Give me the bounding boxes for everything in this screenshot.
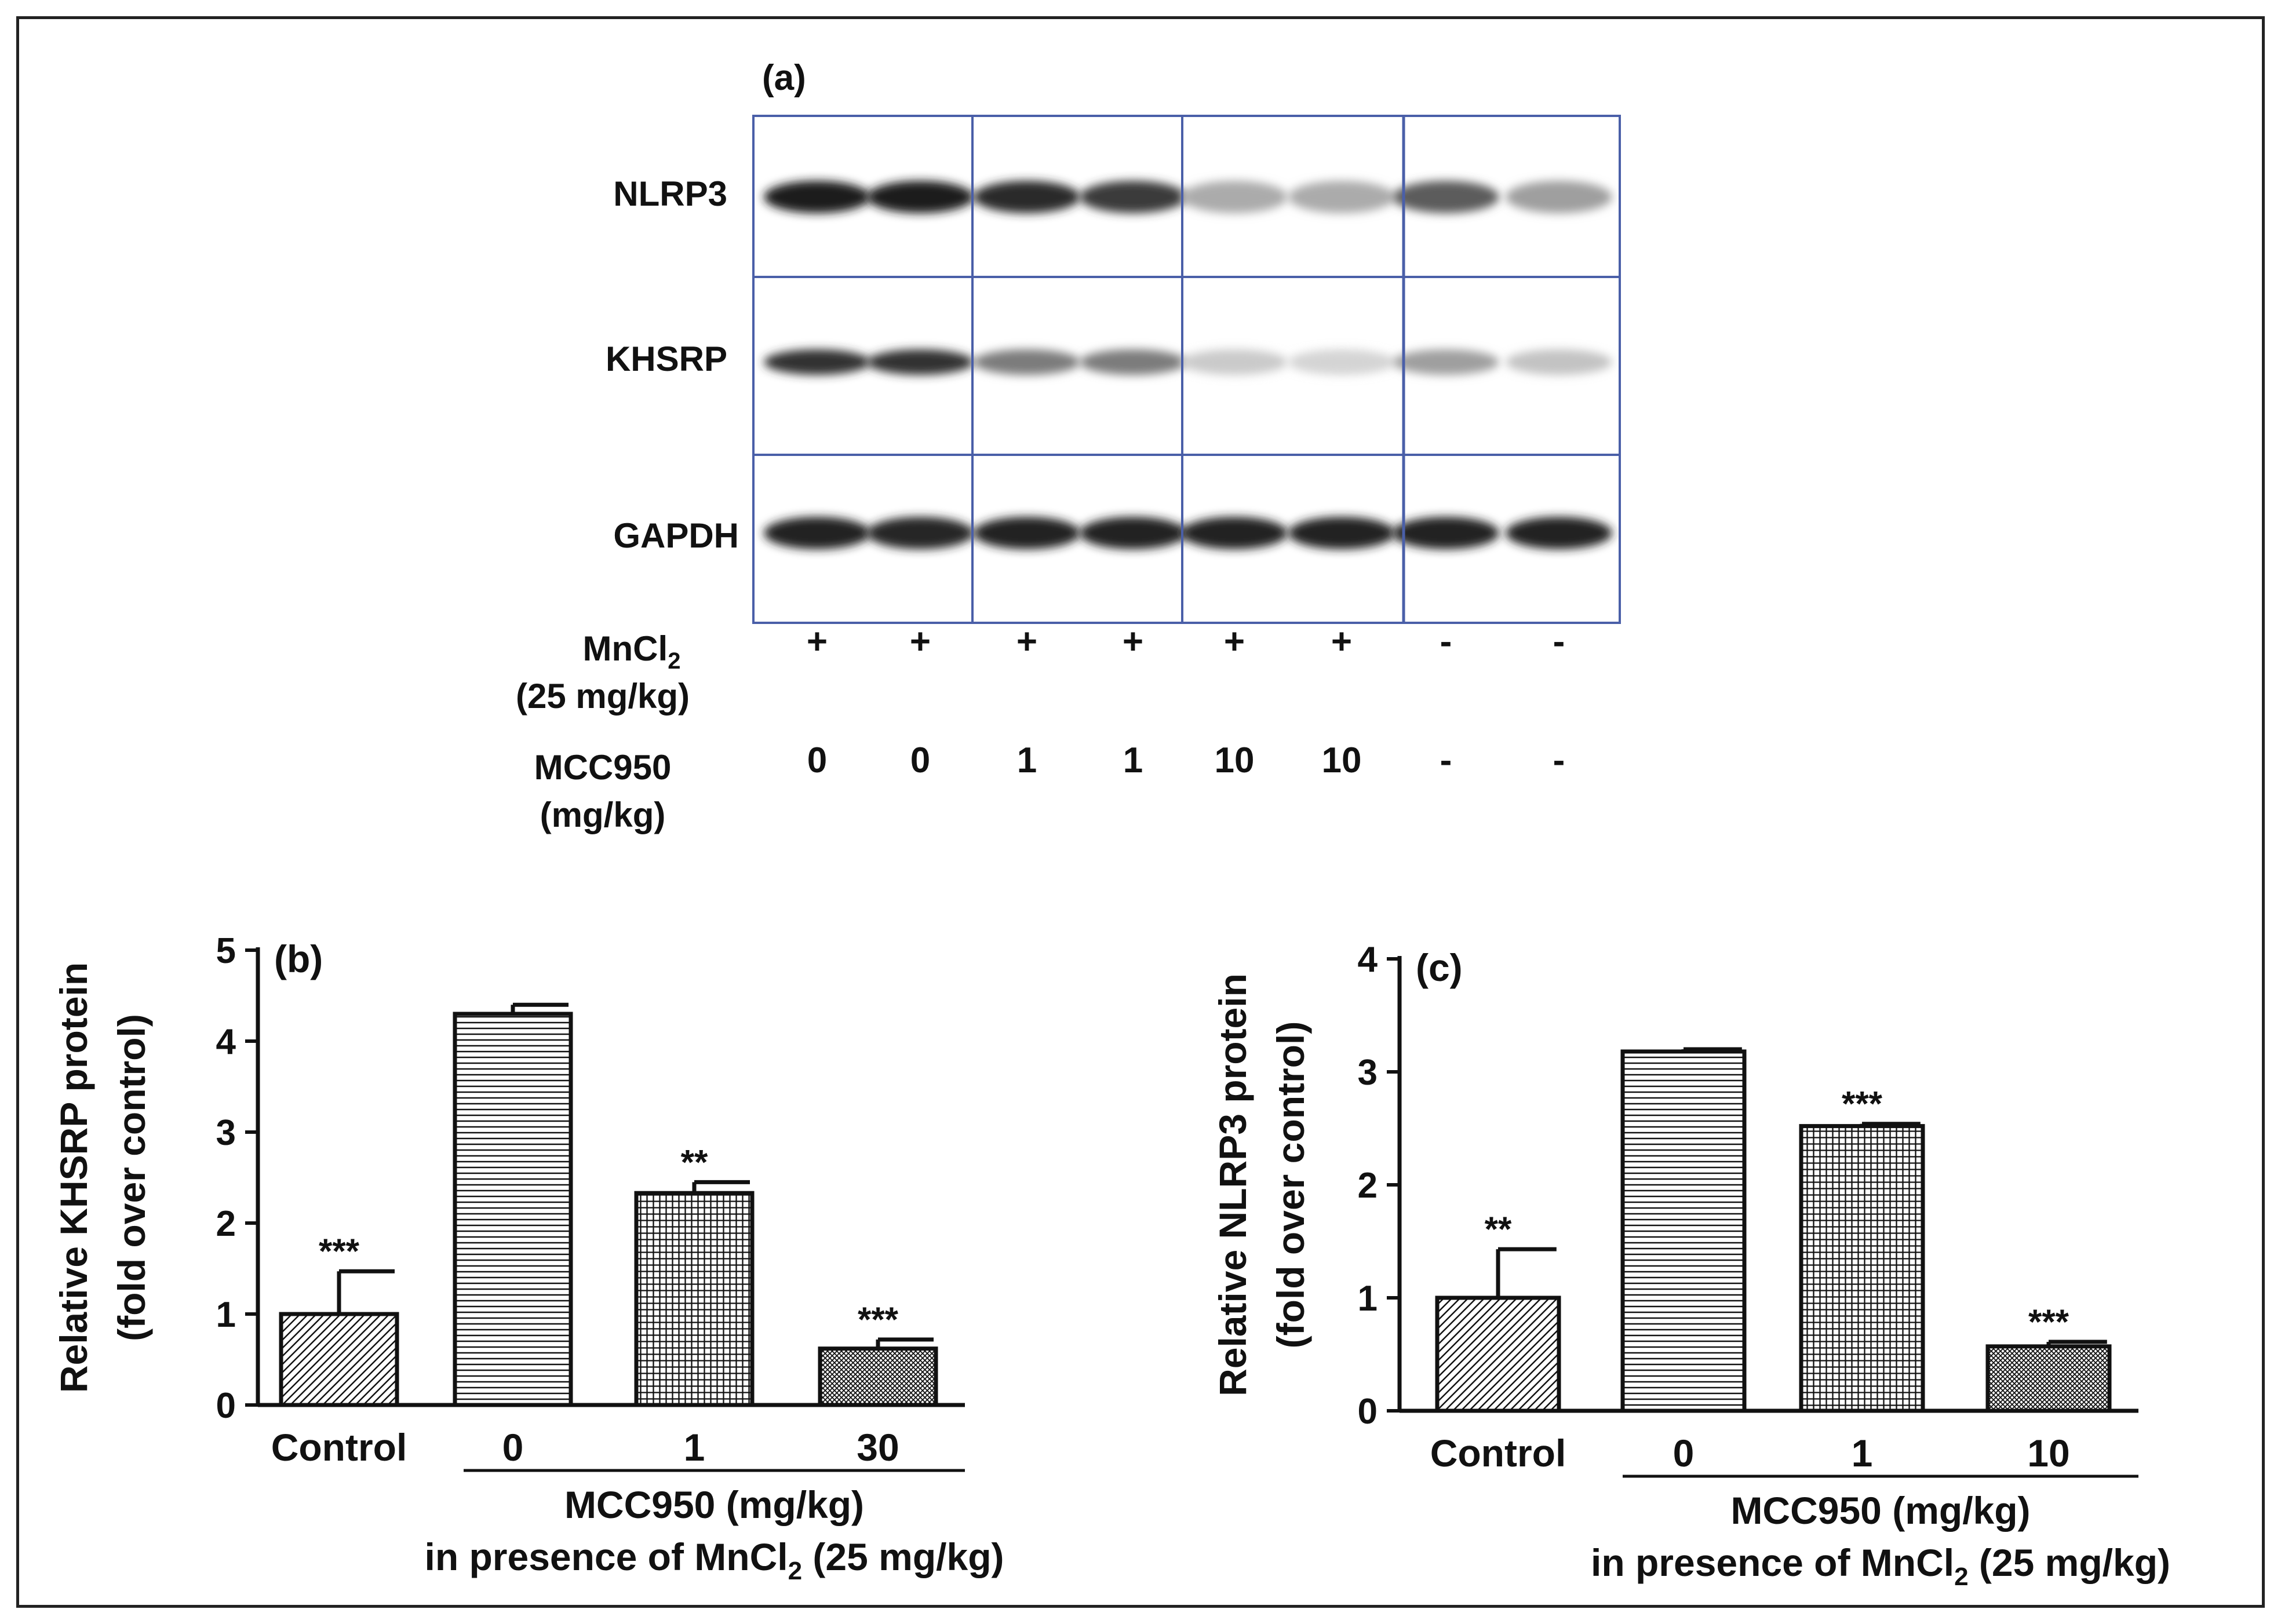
treatment-mcc950-lane-4: 1 — [1123, 740, 1143, 780]
x-tick-label: 1 — [684, 1426, 705, 1469]
treatment-mncl2-lane-4: + — [1123, 622, 1143, 662]
y-tick-label: 1 — [216, 1295, 236, 1335]
band-gapdh-lane-3 — [974, 517, 1080, 549]
band-gapdh-lane-6 — [1288, 517, 1395, 549]
x-tick-label: Control — [1430, 1432, 1566, 1475]
y-axis-label: Relative NLRP3 protein — [1211, 973, 1254, 1396]
band-nlrp3-lane-5 — [1181, 181, 1288, 213]
chart-c-nlrp3: 0 1 2 3 4 Relative NLRP3 protein (fold over co… — [1211, 940, 2170, 1591]
y-tick-label: 4 — [216, 1022, 236, 1062]
y-axis-label-secondary: (fold over control) — [110, 1014, 153, 1341]
y-tick-label: 5 — [216, 931, 236, 971]
treatment-mncl2-label: MnCl2 — [583, 629, 681, 674]
significance-marker: *** — [858, 1300, 899, 1339]
treatment-mcc950-lane-1: 0 — [807, 740, 827, 780]
band-khsrp-lane-3 — [974, 349, 1080, 375]
significance-marker: *** — [319, 1232, 360, 1271]
treatment-mcc950-lane-3: 1 — [1017, 740, 1037, 780]
significance-marker: *** — [2028, 1302, 2069, 1341]
treatment-mcc950-lane-2: 0 — [910, 740, 930, 780]
band-khsrp-lane-7 — [1393, 349, 1499, 375]
significance-marker: ** — [1485, 1210, 1512, 1249]
protein-label-khsrp: KHSRP — [606, 340, 727, 378]
treatment-mcc950-lane-5: 10 — [1215, 740, 1255, 780]
treatment-mcc950-lane-8: - — [1553, 740, 1565, 780]
bar-control — [279, 1312, 399, 1407]
treatment-mncl2-lane-6: + — [1331, 622, 1352, 662]
x-tick-label: 10 — [2027, 1432, 2069, 1475]
band-nlrp3-lane-2 — [867, 181, 974, 213]
band-khsrp-lane-8 — [1506, 349, 1612, 375]
band-gapdh-lane-1 — [764, 517, 870, 549]
band-nlrp3-lane-8 — [1506, 181, 1612, 213]
y-tick-label: 1 — [1358, 1279, 1378, 1319]
bar-1 — [634, 1191, 755, 1407]
panel-a-label: (a) — [762, 58, 806, 98]
x-tick-label: 30 — [857, 1426, 899, 1469]
y-axis-label: Relative KHSRP protein — [52, 962, 95, 1393]
bar-0 — [1620, 1049, 1747, 1413]
x-tick-label: 1 — [1852, 1432, 1873, 1475]
blot-frame — [752, 115, 1621, 624]
bar-0 — [453, 1012, 573, 1407]
group-label-line1: MCC950 (mg/kg) — [1730, 1489, 2030, 1532]
treatment-mcc950-lane-7: - — [1440, 740, 1452, 780]
group-label-line1: MCC950 (mg/kg) — [564, 1483, 864, 1526]
band-khsrp-lane-6 — [1288, 349, 1395, 375]
y-axis-label-secondary: (fold over control) — [1269, 1021, 1312, 1349]
bar-control — [1435, 1295, 1561, 1413]
band-nlrp3-lane-3 — [974, 181, 1080, 213]
group-label-line2: in presence of MnCl2 (25 mg/kg) — [425, 1535, 1004, 1585]
band-gapdh-lane-4 — [1080, 517, 1186, 549]
band-gapdh-lane-7 — [1393, 517, 1499, 549]
y-tick-label: 3 — [1358, 1053, 1378, 1093]
significance-marker: ** — [681, 1143, 708, 1181]
y-tick-label: 2 — [1358, 1166, 1378, 1206]
chart-b-khsrp: 0 1 2 3 4 5 Relative KHSRP protein (fold over c… — [52, 931, 1004, 1585]
treatment-mncl2-lane-8: - — [1553, 622, 1565, 662]
band-khsrp-lane-4 — [1080, 349, 1186, 375]
figure-border — [16, 16, 2265, 1608]
bar-1 — [1799, 1124, 1925, 1413]
band-nlrp3-lane-6 — [1288, 181, 1395, 213]
band-nlrp3-lane-7 — [1393, 181, 1499, 213]
panel-label: (c) — [1416, 946, 1463, 989]
x-tick-label: 0 — [502, 1426, 524, 1469]
treatment-mncl2-lane-1: + — [807, 622, 828, 662]
x-tick-label: 0 — [1673, 1432, 1695, 1475]
band-khsrp-lane-2 — [867, 349, 974, 375]
significance-marker: *** — [1842, 1085, 1883, 1123]
y-tick-label: 2 — [216, 1204, 236, 1244]
band-khsrp-lane-1 — [764, 349, 870, 375]
treatment-mcc950-label: MCC950 — [534, 748, 672, 787]
band-nlrp3-lane-1 — [764, 181, 870, 213]
bar-10 — [1985, 1344, 2112, 1413]
x-tick-label: Control — [271, 1426, 407, 1469]
panel-a-western-blot: (a) NLRP3 KHSRP GAPDH MnCl2 (25 mg/kg) M… — [516, 58, 1621, 834]
treatment-mcc950-lane-6: 10 — [1322, 740, 1362, 780]
treatment-mcc950-unit: (mg/kg) — [540, 795, 666, 834]
y-tick-label: 4 — [1358, 940, 1378, 980]
bar-30 — [818, 1346, 938, 1407]
band-khsrp-lane-5 — [1181, 349, 1288, 375]
band-gapdh-lane-5 — [1181, 517, 1288, 549]
treatment-mncl2-lane-3: + — [1016, 622, 1037, 662]
panel-label: (b) — [274, 937, 323, 980]
treatment-mncl2-lane-5: + — [1224, 622, 1245, 662]
group-label-line2: in presence of MnCl2 (25 mg/kg) — [1591, 1541, 2170, 1591]
band-nlrp3-lane-4 — [1080, 181, 1186, 213]
treatment-mncl2-unit: (25 mg/kg) — [516, 677, 690, 716]
band-gapdh-lane-8 — [1506, 517, 1612, 549]
protein-label-nlrp3: NLRP3 — [613, 174, 727, 213]
y-tick-label: 0 — [216, 1386, 236, 1426]
treatment-mncl2-lane-2: + — [910, 622, 931, 662]
protein-label-gapdh: GAPDH — [613, 516, 739, 555]
y-tick-label: 0 — [1358, 1392, 1378, 1432]
treatment-mncl2-lane-7: - — [1440, 622, 1452, 662]
y-tick-label: 3 — [216, 1113, 236, 1153]
band-gapdh-lane-2 — [867, 517, 974, 549]
